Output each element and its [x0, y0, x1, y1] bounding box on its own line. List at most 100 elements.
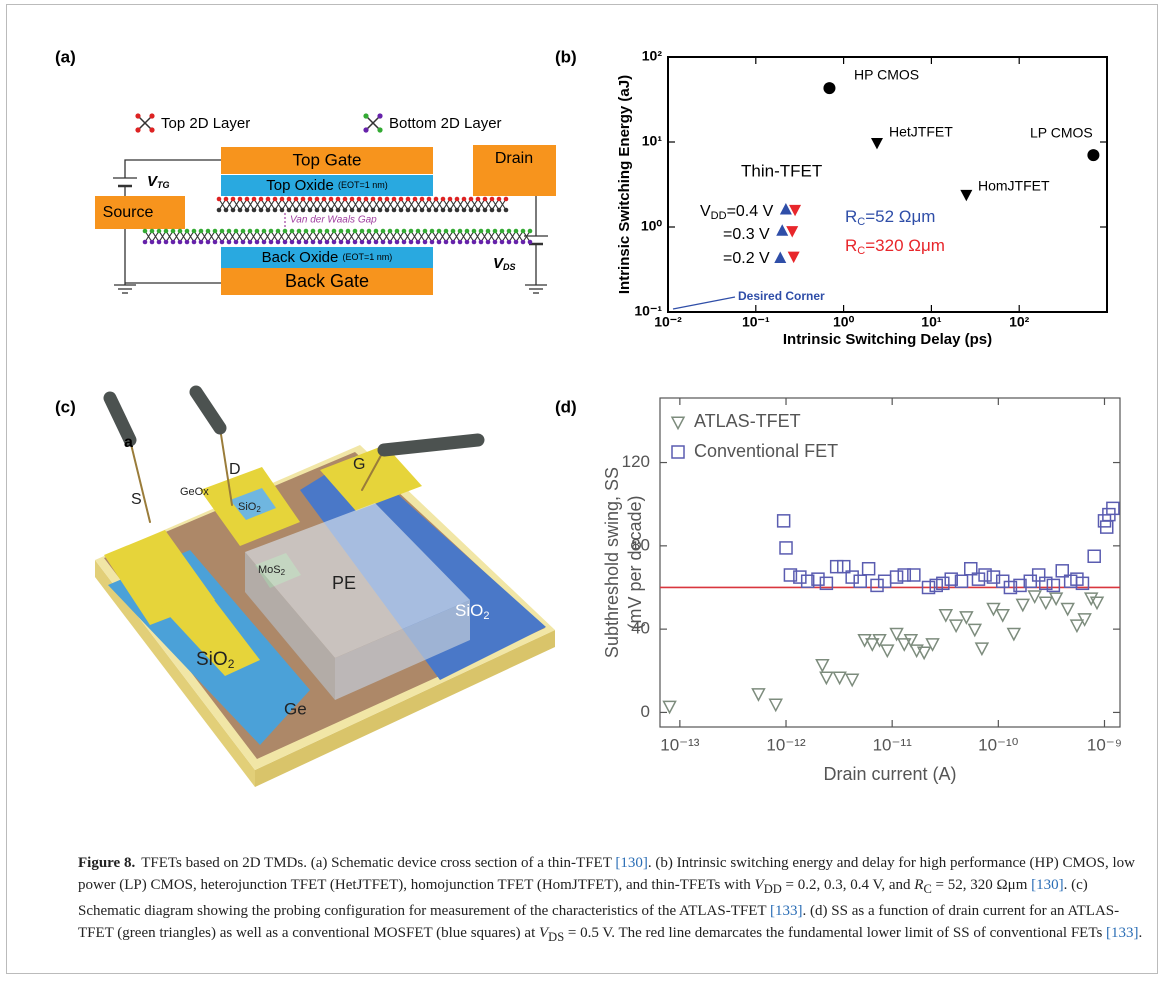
note: (EOT=1 nm): [338, 180, 388, 190]
point: [837, 559, 851, 574]
point: [964, 561, 978, 576]
atom: [457, 239, 463, 245]
point-label: HetJTFET: [889, 124, 953, 140]
atom: [433, 207, 439, 213]
atom: [503, 207, 509, 213]
point: [779, 203, 792, 215]
atom: [520, 228, 526, 234]
atom: [464, 239, 470, 245]
atom: [380, 239, 386, 245]
label: SiO2: [238, 501, 261, 514]
caption-label: Figure 8.: [78, 855, 136, 871]
atom: [300, 196, 306, 202]
atom: [240, 228, 246, 234]
atom: [506, 228, 512, 234]
citation[interactable]: [133]: [1106, 925, 1139, 941]
caption-text: . (c) Schematic diagram showing the prob…: [78, 877, 1088, 919]
atom: [356, 196, 362, 202]
atom: [398, 196, 404, 202]
atom: [482, 207, 488, 213]
atom: [324, 239, 330, 245]
atom: [321, 196, 327, 202]
atom: [268, 228, 274, 234]
atom: [163, 239, 169, 245]
citation[interactable]: [130]: [615, 855, 648, 871]
citation[interactable]: [133]: [770, 903, 803, 919]
point: [870, 578, 884, 593]
atom: [475, 196, 481, 202]
atom: [513, 239, 519, 245]
atom: [205, 239, 211, 245]
atom: [268, 239, 274, 245]
label: Source: [103, 204, 154, 221]
annotation: =0.4 V: [727, 203, 774, 220]
y-tick-label: 10⁻¹: [634, 303, 662, 319]
point: [1015, 598, 1031, 613]
atom: [251, 207, 257, 213]
atom: [401, 228, 407, 234]
legend-label: ATLAS-TFET: [694, 411, 801, 431]
point: [793, 570, 807, 584]
atom: [478, 228, 484, 234]
figure-frame: [6, 4, 1158, 974]
annotation: RC=52 Ωμm: [845, 207, 935, 227]
point-labels: HP CMOS LP CMOS HetJTFET HomJTFET Thin-T…: [672, 67, 1093, 310]
legend-label: Bottom 2D Layer: [389, 115, 502, 132]
subscript: 2: [228, 657, 235, 671]
atom: [338, 239, 344, 245]
y-axis-label: Intrinsic Switching Energy (aJ): [616, 75, 633, 294]
atom: [293, 207, 299, 213]
atom: [440, 207, 446, 213]
point: [1069, 619, 1085, 634]
atom: [331, 228, 337, 234]
plot-frame: [667, 56, 1108, 313]
atom: [471, 228, 477, 234]
x-tick-label: 10⁻⁹: [1087, 735, 1122, 754]
substrate-side: [95, 560, 255, 787]
point: [789, 204, 802, 217]
atom: [177, 239, 183, 245]
panel-label: (b): [555, 47, 577, 66]
atom: [349, 207, 355, 213]
atom: [405, 207, 411, 213]
top-gate: [221, 147, 433, 174]
atom: [191, 239, 197, 245]
atom: [461, 207, 467, 213]
label: Ge: [284, 699, 307, 718]
atom: [177, 228, 183, 234]
atom: [275, 239, 281, 245]
sio2-pad: [230, 488, 276, 520]
atom: [436, 228, 442, 234]
point: [774, 251, 787, 263]
atom: [307, 196, 313, 202]
atom: [489, 196, 495, 202]
atom: [496, 196, 502, 202]
point: [880, 644, 895, 659]
x-tick-label: 10¹: [921, 314, 942, 330]
symbol: R: [845, 236, 857, 255]
atom: [314, 207, 320, 213]
caption-text: .: [1138, 925, 1143, 941]
atom: [373, 228, 379, 234]
caption-text: V: [539, 925, 549, 941]
label: MoS: [258, 564, 281, 576]
annotation: =320 Ωμm: [865, 236, 945, 255]
point: [800, 574, 815, 588]
subscript: DD: [711, 210, 727, 222]
caption-text: TFETs based on 2D TMDs. (a) Schematic de…: [141, 855, 616, 871]
atom: [205, 228, 211, 234]
atom: [258, 207, 264, 213]
atom: [345, 228, 351, 234]
atom: [163, 228, 169, 234]
atom: [370, 196, 376, 202]
atom: [289, 239, 295, 245]
citation[interactable]: [130]: [1031, 877, 1064, 893]
atom: [300, 207, 306, 213]
point: [865, 638, 880, 652]
point: [819, 576, 834, 591]
atom: [233, 228, 239, 234]
label: G: [353, 456, 365, 473]
point: [1006, 627, 1022, 642]
atom: [377, 207, 383, 213]
